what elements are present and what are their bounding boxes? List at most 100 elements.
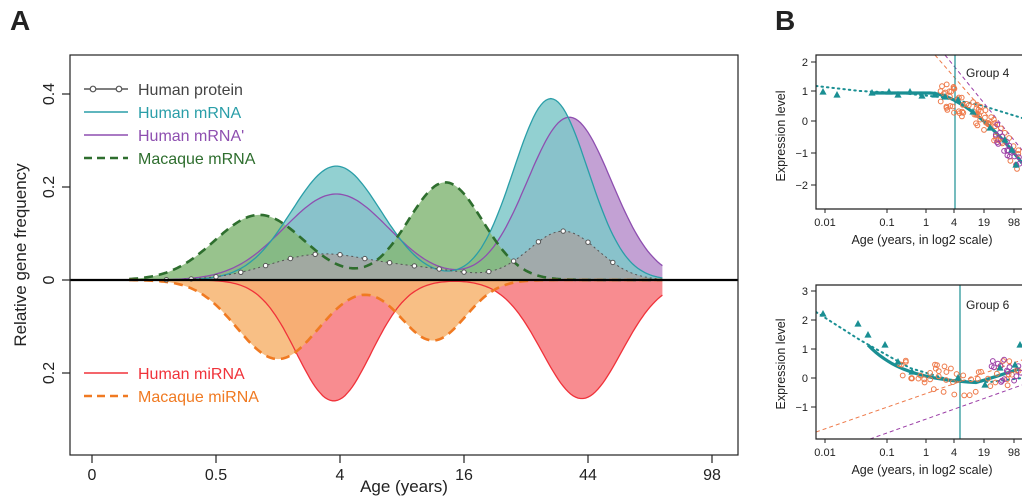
point-orange (939, 83, 945, 90)
point-orange (988, 114, 995, 121)
panel-b-top-xlabel: Age (years, in log2 scale) (851, 233, 992, 247)
point-orange (977, 103, 984, 110)
point-orange (937, 98, 944, 105)
point-orange (947, 103, 954, 109)
point-orange (985, 375, 991, 382)
point-triangle (931, 91, 939, 98)
point-triangle (864, 331, 872, 338)
panel-a-xlabel: Age (years) (360, 477, 448, 496)
point-orange (927, 370, 933, 376)
point-orange (932, 365, 939, 372)
point-triangle (941, 93, 949, 100)
point-orange (960, 102, 966, 108)
point-triangle (819, 310, 827, 317)
point-orange (960, 372, 967, 379)
point-purple (994, 121, 1001, 128)
point-purple (1001, 356, 1007, 363)
point-orange (940, 389, 947, 395)
point-orange (949, 103, 956, 110)
point-triangle (906, 88, 914, 95)
point-orange (941, 363, 948, 370)
area-human-mirna (129, 280, 663, 401)
point-triangle (996, 364, 1004, 371)
x-tick-label: 0 (88, 467, 97, 484)
x-tick-label: 4 (951, 217, 957, 229)
x-tick-label: 98 (1008, 447, 1020, 459)
group-label: Group 4 (966, 66, 1010, 80)
point-orange (994, 370, 1000, 377)
point-orange (950, 84, 957, 90)
panel-b-top-frame (815, 54, 1022, 210)
line-human-mrna-prime (129, 116, 663, 281)
point-triangle (969, 108, 977, 115)
point-orange (1004, 382, 1011, 389)
x-tick-label: 0.5 (205, 467, 227, 484)
fit-curve (870, 91, 1022, 164)
point-orange (1015, 147, 1022, 154)
point-triangle (1011, 361, 1019, 368)
panel-b-top-ylabel: Expression level (774, 90, 788, 181)
x-tick-label: 4 (336, 467, 345, 484)
panel-b-bottom-xlabel: Age (years, in log2 scale) (851, 463, 992, 477)
x-tick-label: 19 (978, 447, 990, 459)
y-tick-label: 1 (802, 344, 808, 356)
point-orange (950, 379, 956, 386)
point-triangle (1012, 161, 1020, 168)
point-human-protein (337, 252, 343, 258)
point-orange (975, 369, 982, 376)
legend-item-human-mrna: Human mRNA (84, 105, 241, 122)
y-tick-label: −1 (795, 148, 808, 160)
panel-b-bottom: Group 6 Expression level 3 2 1 0 −1 0.01… (774, 284, 1022, 477)
point-orange (943, 81, 950, 88)
panel-a-label: A (10, 5, 30, 36)
legend-label-human-protein: Human protein (138, 82, 243, 99)
point-human-protein (312, 251, 318, 258)
panel-a-frame (69, 54, 739, 456)
point-orange (982, 114, 988, 121)
y-tick-label: 0.4 (41, 83, 58, 105)
point-orange (921, 376, 928, 383)
x-tick-label: 1 (923, 217, 929, 229)
point-human-protein (585, 239, 591, 245)
panel-b-label: B (775, 5, 795, 36)
point-purple (992, 131, 999, 138)
point-purple (1006, 142, 1013, 149)
point-orange (976, 112, 983, 118)
point-orange (934, 362, 940, 369)
legend-item-human-protein: Human protein (84, 82, 243, 99)
point-orange (953, 371, 960, 377)
point-orange (951, 391, 958, 398)
legend-item-macaque-mrna: Macaque mRNA (84, 151, 256, 168)
point-triangle (1001, 136, 1009, 143)
point-triangle (885, 88, 893, 95)
point-human-protein (287, 255, 294, 262)
point-human-protein (213, 274, 219, 280)
y-tick-label: 3 (802, 286, 808, 298)
point-orange (970, 99, 976, 105)
point-triangle (819, 88, 827, 95)
y-tick-label: 2 (802, 315, 808, 327)
point-purple (989, 358, 996, 364)
y-tick-label: 0.2 (41, 176, 58, 198)
point-human-protein (262, 262, 269, 269)
point-orange (908, 375, 915, 381)
point-orange (985, 121, 992, 128)
panel-b-top-plot (816, 55, 1022, 209)
point-orange (972, 388, 979, 395)
point-orange (943, 377, 949, 383)
point-orange (966, 392, 973, 399)
point-human-protein (461, 269, 467, 275)
x-tick-label: 19 (978, 217, 990, 229)
point-human-protein (510, 258, 517, 264)
point-orange (947, 93, 953, 100)
point-triangle (833, 91, 841, 98)
area-macaque-mrna (129, 182, 663, 280)
point-human-protein (535, 239, 542, 245)
panel-a-x-ticks (91, 455, 713, 463)
point-orange (951, 109, 957, 116)
point-orange (915, 375, 922, 382)
point-purple (998, 379, 1004, 385)
point-human-protein (436, 266, 442, 272)
x-tick-label: 0.01 (814, 447, 835, 459)
